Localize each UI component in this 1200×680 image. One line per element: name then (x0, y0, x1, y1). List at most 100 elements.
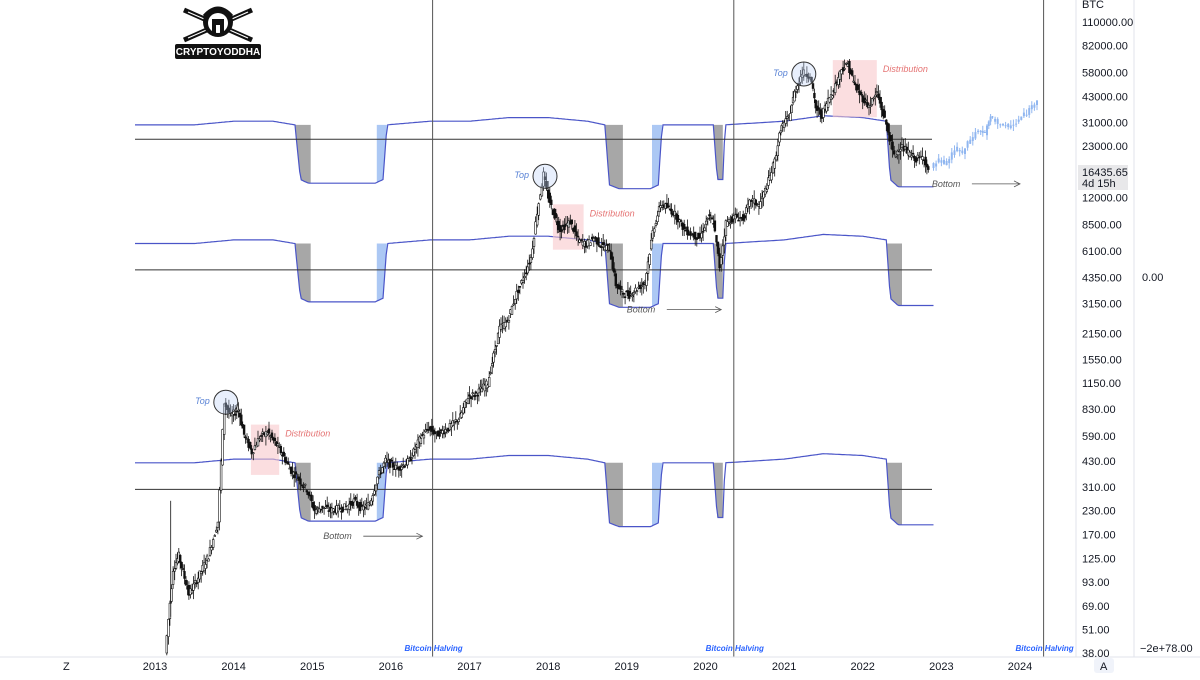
auto-scale-button[interactable]: A (1094, 658, 1114, 673)
candle-body (656, 215, 659, 222)
candle-body (256, 438, 260, 447)
candle-body (253, 445, 257, 450)
candle-body (880, 101, 883, 111)
candle-body (790, 104, 794, 113)
candle-body (925, 163, 929, 168)
candle-body (416, 439, 420, 448)
candle-body (814, 99, 817, 109)
candle-body (198, 570, 201, 580)
candle-body (218, 489, 221, 523)
x-tick-label: 2017 (457, 661, 481, 673)
candle-body (517, 289, 520, 293)
candle-body (462, 407, 465, 414)
candle-body (667, 205, 670, 208)
y-tick-label: 43000.00 (1082, 91, 1128, 103)
candle-body (183, 571, 186, 579)
candle-body (730, 216, 734, 223)
candle-body (874, 94, 877, 97)
candle-body (540, 185, 544, 197)
projection-body (940, 160, 943, 163)
candle-body (601, 242, 605, 245)
price-axis[interactable]: BTC 110000.00 82000.00 58000.00 43000.00 310… (1082, 0, 1133, 660)
candle-body (374, 484, 378, 492)
candle-body (550, 199, 553, 205)
projection-body (1028, 108, 1031, 115)
candle-body (537, 203, 540, 216)
bottom-label: Bottom (323, 531, 352, 541)
timezone-button[interactable]: Z (63, 661, 70, 673)
y-tick-label: 230.00 (1082, 506, 1116, 518)
projection-body (1017, 119, 1020, 122)
candle-body (319, 508, 323, 511)
candle-body (589, 242, 592, 246)
candle-body (608, 249, 611, 252)
candle-body (523, 276, 526, 278)
candle-body (828, 97, 831, 103)
candle-body (745, 207, 748, 214)
projection-body (991, 116, 994, 118)
candle-body (252, 452, 255, 455)
y-tick-label: 23000.00 (1082, 141, 1128, 153)
y-tick-label: 1550.00 (1082, 354, 1122, 366)
candle-body (629, 293, 632, 295)
candle-body (292, 474, 296, 479)
candle-body (165, 635, 168, 654)
candle-body (754, 199, 758, 206)
auto-scale-button-label[interactable]: A (1100, 661, 1108, 673)
candles[interactable] (165, 59, 930, 656)
candle-body (360, 504, 363, 507)
candle-body (376, 476, 379, 485)
candle-body (307, 491, 310, 496)
candle-body (822, 107, 825, 118)
arrow-head-icon (1013, 180, 1021, 188)
candle-body (631, 295, 634, 298)
band-fill-gray (713, 462, 723, 518)
auto-scale-button-bg[interactable] (1094, 658, 1114, 673)
candle-body (805, 73, 809, 77)
candle-body (409, 457, 412, 462)
candle-body (215, 529, 218, 533)
distribution-zone (832, 60, 877, 118)
time-axis[interactable]: 2013 2014 2015 2016 2017 2018 2019 2020 2021 2022… (143, 661, 1032, 673)
candle-body (611, 256, 614, 270)
candle-body (810, 76, 813, 83)
candle-body (480, 388, 483, 393)
candle-body (489, 372, 492, 374)
y-tick-label: 51.00 (1082, 625, 1110, 637)
projection-body (943, 159, 945, 164)
candle-body (779, 130, 783, 134)
candle-body (184, 579, 188, 586)
candle-body (724, 220, 728, 236)
candle-body (885, 119, 888, 125)
candle-body (244, 436, 247, 439)
candle-body (379, 472, 382, 475)
candle-body (576, 235, 580, 238)
candle-body (207, 558, 210, 562)
candle-body (532, 238, 536, 247)
candle-body (490, 363, 494, 367)
candle-body (837, 77, 840, 86)
candle-body (767, 177, 770, 186)
candle-body (592, 238, 596, 242)
candle-body (526, 266, 529, 274)
candle-body (727, 219, 731, 223)
candle-body (524, 272, 528, 275)
candle-body (289, 466, 293, 474)
projection-body (945, 161, 948, 166)
timezone-button-label[interactable]: Z (63, 661, 70, 673)
candle-body (620, 289, 624, 292)
candle-body (875, 91, 879, 93)
projection-body (958, 150, 961, 152)
candle-body (223, 403, 226, 435)
candle-body (518, 285, 522, 288)
band-fill-gray (713, 124, 723, 180)
candle-body (704, 220, 708, 225)
candle-body (640, 285, 644, 287)
projection-body (948, 159, 951, 164)
distribution-label: Distribution (285, 429, 330, 439)
candle-body (679, 220, 683, 222)
candle-body (171, 570, 175, 585)
candle-body (471, 392, 474, 395)
projection-candles (932, 100, 1038, 171)
